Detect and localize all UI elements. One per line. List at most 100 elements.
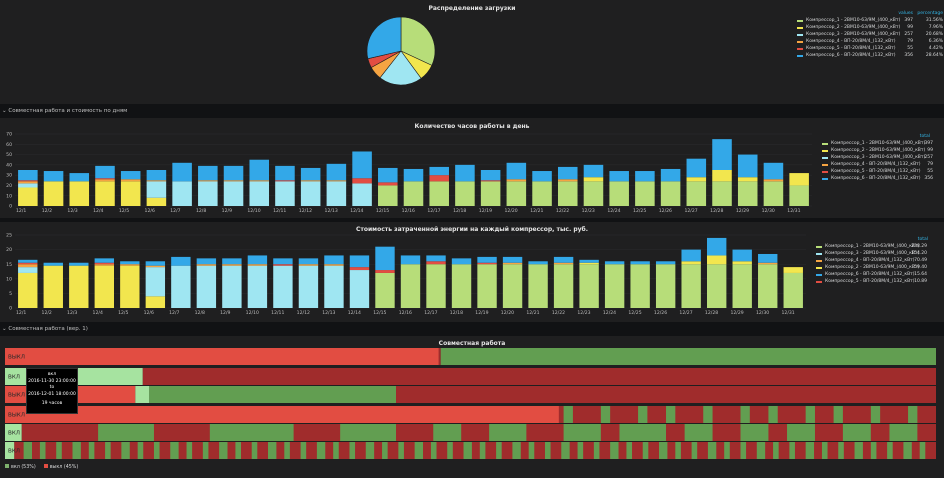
bar-segment: [455, 164, 475, 182]
timeline-chart[interactable]: ВЫКЛ ВКЛ ВЫКЛ ВЫКЛ ВКЛ ВКЛ: [0, 336, 944, 478]
legend-item[interactable]: Компрессор_1 - 2ВМ10-63/9М_(400_кВт) 238.…: [816, 243, 928, 250]
bar-segment: [686, 181, 707, 206]
bar-segment: [69, 265, 89, 308]
bar-segment: [579, 259, 599, 263]
bar-segment: [403, 181, 424, 206]
legend-label: Компрессор_4 - ВП-20/8М/4_(132_кВт): [806, 39, 896, 44]
legend-swatch: [822, 142, 828, 145]
bar-segment: [326, 163, 347, 181]
timeline-segment: [563, 406, 573, 423]
bar-segment: [18, 267, 38, 273]
legend-item[interactable]: Компрессор_6 - ВП-20/8М/4_(132_кВт) 15.64: [816, 271, 928, 278]
timeline-segment: [838, 442, 844, 459]
legend-label: Компрессор_2 - 2ВМ10-63/9М_(400_кВт): [825, 265, 920, 270]
x-tick-label: 12/10: [247, 208, 260, 214]
timeline-row-label: ВКЛ: [8, 431, 20, 437]
bar-segment: [18, 187, 38, 206]
bar-segment: [43, 262, 63, 266]
x-tick-label: 12/4: [93, 208, 103, 214]
bar-segment: [480, 181, 501, 206]
timeline-segment: [438, 348, 441, 365]
timeline-segment: [821, 442, 828, 459]
legend-value: 257: [924, 155, 933, 160]
x-tick-label: 12/29: [736, 208, 749, 214]
legend-swatch: [816, 266, 822, 269]
bar-segment: [502, 262, 523, 265]
legend-item[interactable]: Компрессор_1 - 2ВМ10-63/9М_(400_кВт) 397: [822, 140, 933, 147]
timeline-segment: [787, 424, 815, 441]
bar-segment: [349, 270, 370, 308]
timeline-segment: [561, 442, 570, 459]
legend-value: 154.20: [911, 251, 927, 256]
legend-item-off[interactable]: выкл (45%): [43, 464, 78, 470]
bar-segment: [145, 267, 166, 297]
row-header-joint-work-cost[interactable]: ⌄ Совместная работа и стоимость по дням: [2, 108, 127, 114]
legend-item[interactable]: Компрессор_5 - ВП-20/8М/4_(132_кВт) 55: [822, 168, 933, 175]
x-tick-label: 12/13: [322, 310, 335, 316]
bar-segment: [196, 264, 217, 266]
timeline-segment: [512, 442, 521, 459]
legend-value: 99: [907, 25, 913, 30]
bar-segment: [196, 265, 217, 308]
legend-swatch: [816, 252, 822, 255]
hours-panel: Количество часов работы в день 0 10 20 30 40…: [0, 118, 944, 218]
row-header-joint-work-v1[interactable]: ⌄ Совместная работа (вер. 1): [2, 326, 88, 332]
legend-item[interactable]: Компрессор_4 - ВП-20/8М/4_(132_кВт) 79 6.3…: [797, 38, 943, 45]
x-tick-label: 12/19: [475, 310, 488, 316]
timeline-segment: [600, 406, 611, 423]
bar-segment: [455, 181, 475, 206]
bar-segment: [298, 258, 319, 265]
legend-item[interactable]: Компрессор_2 - 2ВМ10-63/9М_(400_кВт) 99: [822, 147, 933, 154]
bar-segment: [480, 170, 501, 181]
pie-slice: [379, 50, 422, 86]
legend-item[interactable]: Компрессор_6 - ВП-20/8М/4_(132_кВт) 356 28…: [797, 52, 943, 59]
bar-segment: [222, 264, 242, 266]
cost-bar-chart: 0 5 10 15 20 25 12/1 12/2 12/3 12/4 12/5 12/6 12/7 12…: [6, 233, 806, 316]
bar-segment: [352, 178, 372, 184]
legend-label: Компрессор_4 - ВП-20/8М/4_(132_кВт): [831, 162, 921, 167]
legend-item[interactable]: Компрессор_2 - 2ВМ10-63/9М_(400_кВт) 59.4…: [816, 264, 928, 271]
legend-swatch: [822, 177, 828, 180]
bar-segment: [172, 181, 192, 206]
bar-segment: [732, 249, 752, 262]
bar-segment: [378, 182, 398, 186]
legend-item[interactable]: Компрессор_3 - 2ВМ10-63/9М_(400_кВт) 257: [822, 154, 933, 161]
legend-item[interactable]: Компрессор_3 - 2ВМ10-63/9М_(400_кВт) 154.…: [816, 250, 928, 257]
timeline-segment: [610, 442, 619, 459]
legend-item[interactable]: Компрессор_3 - 2ВМ10-63/9М_(400_кВт) 257 2…: [797, 31, 943, 38]
bar-segment: [198, 180, 218, 182]
bar-segment: [660, 181, 681, 206]
timeline-segment: [707, 442, 717, 459]
bar-segment: [94, 265, 115, 308]
bar-segment: [18, 170, 38, 181]
x-tick-label: 12/7: [169, 310, 179, 316]
bar-segment: [120, 179, 141, 182]
bar-segment: [378, 167, 398, 183]
legend-item[interactable]: Компрессор_5 - ВП-20/8М/4_(132_кВт) 10.89: [816, 278, 928, 285]
timeline-segment: [135, 386, 150, 403]
legend-swatch: [797, 47, 803, 50]
legend-item[interactable]: Компрессор_4 - ВП-20/8М/4_(132_кВт) 79: [822, 161, 933, 168]
bar-segment: [502, 256, 523, 263]
timeline-segment: [170, 442, 179, 459]
timeline-segment: [854, 442, 863, 459]
bar-segment: [326, 180, 347, 182]
legend-value: 99: [927, 148, 933, 153]
x-tick-label: 12/16: [399, 310, 412, 316]
bar-segment: [732, 261, 752, 265]
legend-item[interactable]: Компрессор_4 - ВП-20/8М/4_(132_кВт) 70.49: [816, 257, 928, 264]
x-tick-label: 12/27: [684, 208, 697, 214]
legend-item[interactable]: Компрессор_2 - 2ВМ10-63/9М_(400_кВт) 99 7.…: [797, 24, 943, 31]
timeline-segment: [300, 442, 307, 459]
x-tick-label: 12/5: [118, 310, 128, 316]
timeline-segment: [870, 442, 877, 459]
legend-item[interactable]: Компрессор_5 - ВП-20/8М/4_(132_кВт) 55 4.4…: [797, 45, 943, 52]
x-tick-label: 12/6: [144, 310, 154, 316]
legend-item[interactable]: Компрессор_1 - 2ВМ10-63/9М_(400_кВт) 397 3…: [797, 17, 943, 24]
legend-item[interactable]: Компрессор_6 - ВП-20/8М/4_(132_кВт) 356: [822, 175, 933, 182]
legend-value: 257: [904, 32, 913, 37]
x-tick-label: 12/26: [654, 310, 667, 316]
pie-legend: values percentage Компрессор_1 - 2ВМ10-6…: [797, 10, 943, 59]
legend-label: Компрессор_4 - ВП-20/8М/4_(132_кВт): [825, 258, 915, 263]
legend-item-on[interactable]: вкл (53%): [5, 464, 36, 470]
